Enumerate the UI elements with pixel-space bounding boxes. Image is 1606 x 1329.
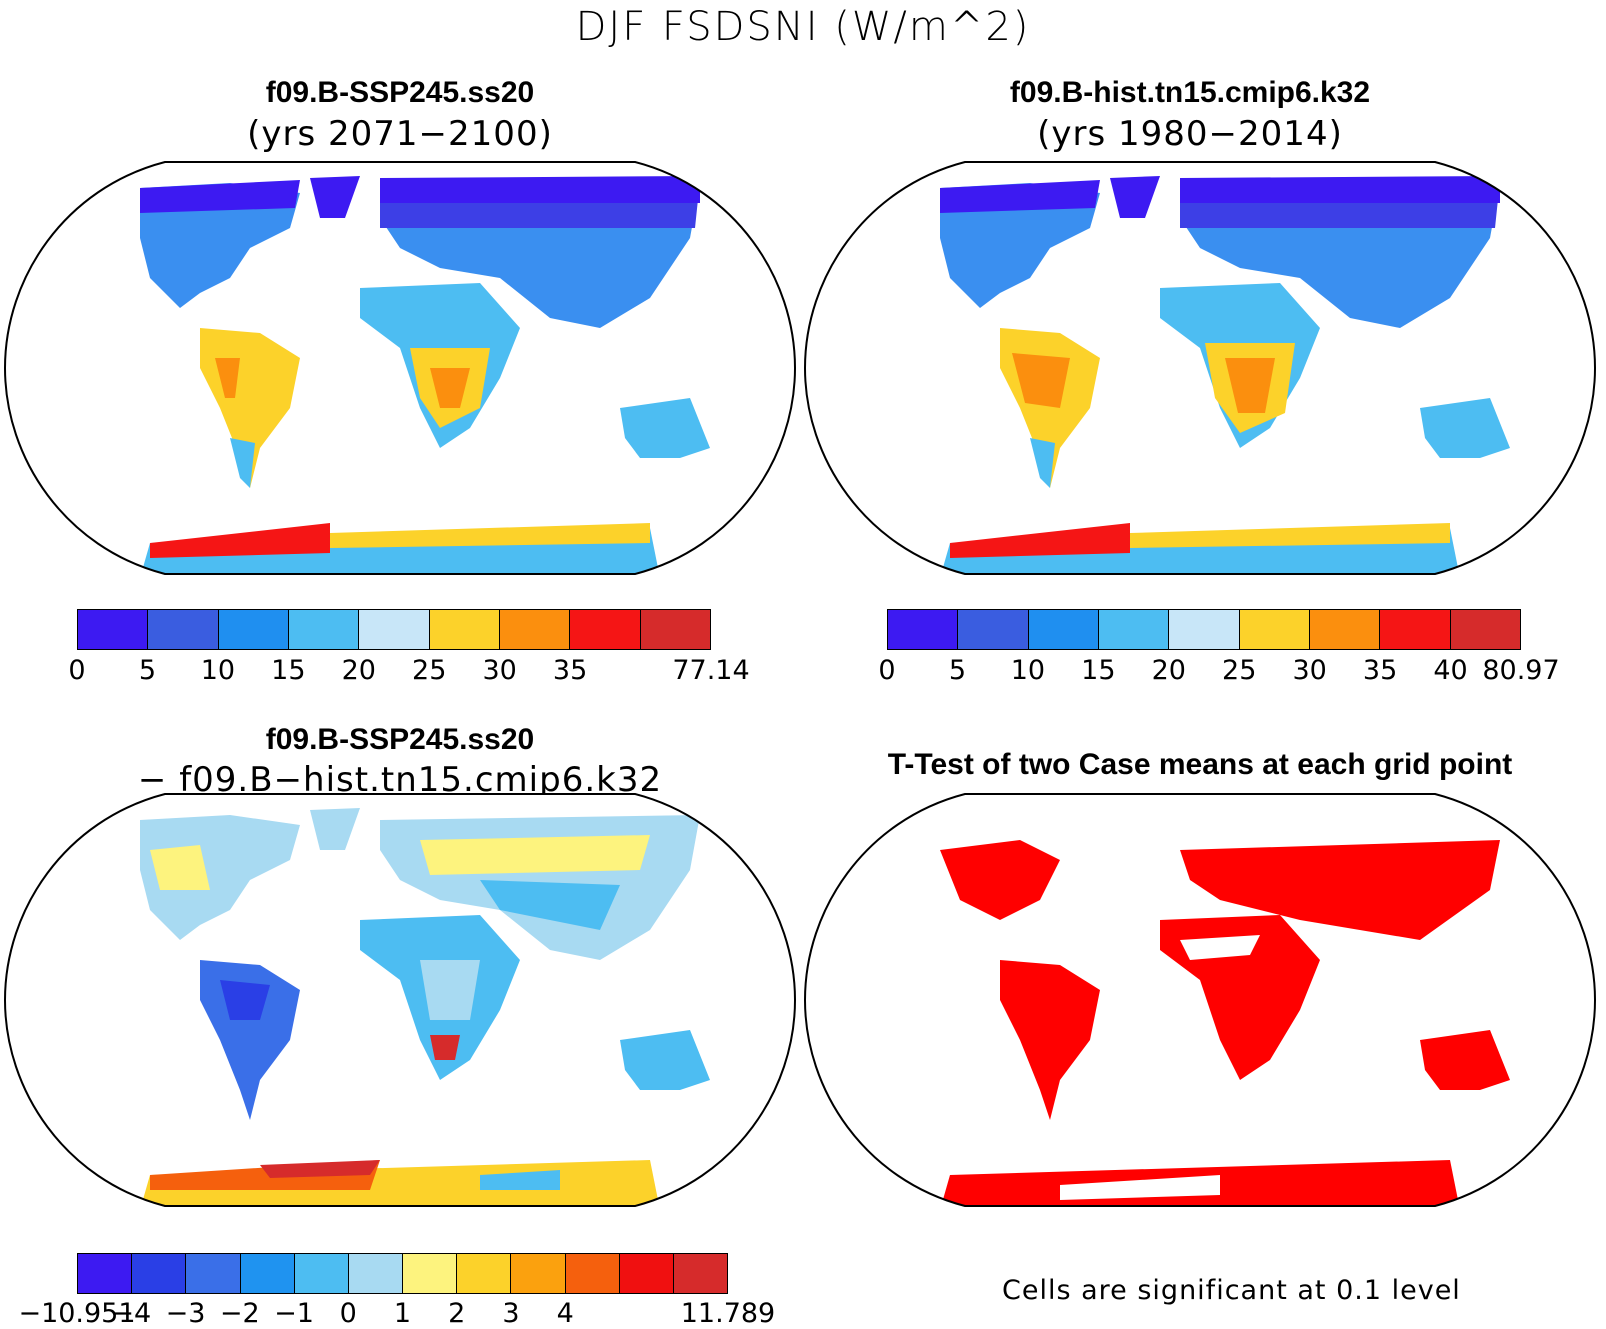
colorbar-swatch (958, 610, 1029, 649)
colorbar-tick-label: 25 (412, 655, 447, 686)
colorbar-swatch (218, 610, 289, 649)
colorbar-tick-label: 30 (482, 655, 517, 686)
colorbar-swatch (619, 1254, 674, 1293)
colorbar-swatch (1028, 610, 1099, 649)
colorbar-tick-label: 2 (448, 1298, 466, 1329)
colorbar-swatch (888, 610, 959, 649)
colorbar-swatch (640, 610, 710, 649)
colorbar-swatch (348, 1254, 404, 1293)
figure-title: DJF FSDSNI (W/m^2) (575, 4, 1031, 50)
colorbar-tick-label: 0 (878, 655, 896, 686)
map-difference (3, 793, 797, 1207)
colorbar-tick-label: 20 (1151, 655, 1186, 686)
panel-ttest-title: T-Test of two Case means at each grid po… (887, 748, 1513, 781)
colorbar-tick-label: 35 (552, 655, 588, 686)
colorbar-tick-label: 35 (1362, 655, 1398, 686)
map-case2 (803, 161, 1597, 575)
colorbar-tick-label: 0 (68, 655, 86, 686)
colorbar-swatch (78, 1254, 133, 1293)
colorbar-swatch (511, 1254, 566, 1293)
colorbar-swatch (1309, 610, 1381, 649)
colorbar-tick-label: 80.97 (1482, 655, 1560, 686)
colorbar-tick-label: −1 (274, 1298, 314, 1329)
colorbar-tick-label: 0 (339, 1298, 357, 1329)
significance-note: Cells are significant at 0.1 level (1002, 1275, 1461, 1306)
panel-case2-title: f09.B-hist.tn15.cmip6.k32 (1009, 76, 1371, 109)
colorbar-swatch (294, 1254, 349, 1293)
colorbar-swatch (1169, 610, 1240, 649)
colorbar-swatch (148, 610, 219, 649)
colorbar-swatch (1380, 610, 1451, 649)
colorbar-swatch (78, 610, 149, 649)
colorbar-tick-label: 15 (271, 655, 306, 686)
colorbar-tick-label: 10 (200, 655, 236, 686)
colorbar-swatch (570, 610, 641, 649)
colorbar-case1 (77, 609, 711, 650)
colorbar-tick-label: 40 (1433, 655, 1468, 686)
panel-case2-subtitle: (yrs 1980−2014) (1037, 114, 1343, 154)
colorbar-swatch (673, 1254, 728, 1293)
colorbar-case2 (887, 609, 1521, 650)
colorbar-tick-label: 3 (502, 1298, 520, 1329)
colorbar-tick-label: −4 (111, 1298, 152, 1329)
colorbar-tick-label: 10 (1010, 655, 1046, 686)
colorbar-tick-label: 5 (948, 655, 967, 686)
panel-diff-title: f09.B-SSP245.ss20 (265, 723, 535, 756)
panel-case1-subtitle: (yrs 2071−2100) (247, 114, 553, 154)
colorbar-swatch (359, 610, 430, 649)
colorbar-swatch (429, 610, 500, 649)
colorbar-swatch (1239, 610, 1310, 649)
colorbar-tick-label: 11.789 (680, 1298, 776, 1329)
colorbar-swatch (499, 610, 571, 649)
colorbar-tick-label: 5 (138, 655, 157, 686)
colorbar-tick-label: 4 (556, 1298, 574, 1329)
map-ttest (803, 793, 1597, 1207)
colorbar-tick-label: 30 (1292, 655, 1327, 686)
colorbar-tick-label: −3 (165, 1298, 206, 1329)
colorbar-tick-label: 25 (1222, 655, 1257, 686)
colorbar-swatch (132, 1254, 187, 1293)
colorbar-tick-label: 15 (1081, 655, 1116, 686)
colorbar-tick-label: 20 (341, 655, 376, 686)
colorbar-diff (77, 1253, 728, 1294)
colorbar-swatch (403, 1254, 458, 1293)
map-case1 (3, 161, 797, 575)
colorbar-swatch (565, 1254, 620, 1293)
colorbar-swatch (1098, 610, 1170, 649)
colorbar-swatch (288, 610, 360, 649)
colorbar-swatch (1450, 610, 1520, 649)
colorbar-swatch (240, 1254, 295, 1293)
colorbar-tick-label: −2 (219, 1298, 260, 1329)
panel-case1-title: f09.B-SSP245.ss20 (265, 76, 535, 109)
colorbar-tick-label: 1 (393, 1298, 412, 1329)
colorbar-swatch (186, 1254, 241, 1293)
colorbar-swatch (457, 1254, 512, 1293)
colorbar-tick-label: 77.14 (672, 655, 750, 686)
